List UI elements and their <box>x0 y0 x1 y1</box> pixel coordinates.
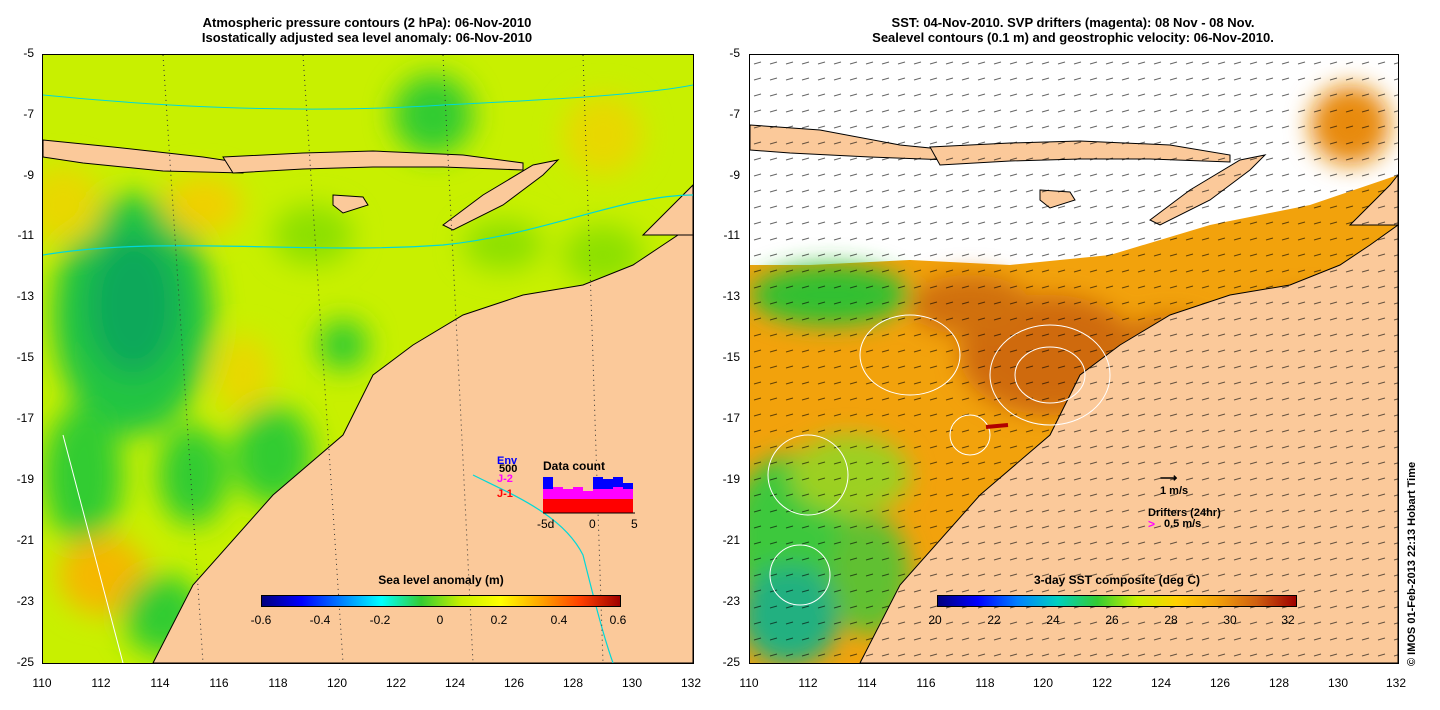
left-xtick: 124 <box>444 676 466 690</box>
sea-level-anomaly-map: Env 500 J-2 J-1 Data count <box>42 54 694 664</box>
right-ytick: -11 <box>723 228 740 242</box>
right-xtick: 118 <box>975 676 995 690</box>
left-xtick: 128 <box>562 676 584 690</box>
sla-cb-tick-4: 0.2 <box>490 613 508 627</box>
right-xtick: 120 <box>1032 676 1054 690</box>
right-ytick: -21 <box>722 533 740 547</box>
data-count-inset: Env 500 J-2 J-1 Data count <box>493 455 653 535</box>
vector-scale-label: 1 m/s <box>1160 485 1189 497</box>
left-xtick: 110 <box>32 676 52 690</box>
data-count-bars <box>543 477 635 514</box>
sla-cb-tick-6: 0.6 <box>609 613 627 627</box>
left-xtick: 130 <box>621 676 643 690</box>
right-ytick: -25 <box>722 655 740 669</box>
drifter-symbol-icon: > <box>1148 517 1156 531</box>
right-ytick: -19 <box>722 472 740 486</box>
left-ytick: -19 <box>16 472 34 486</box>
sla-cb-tick-0: -0.6 <box>250 613 272 627</box>
right-title-line2: Sealevel contours (0.1 m) and geostrophi… <box>872 30 1274 45</box>
left-xtick: 116 <box>209 676 229 690</box>
sst-cb-tick-0: 20 <box>928 613 942 627</box>
right-xtick: 114 <box>857 676 877 690</box>
vector-scale-arrow: ⟶ <box>1160 471 1178 485</box>
inset-title: Data count <box>543 459 606 473</box>
left-title-line1: Atmospheric pressure contours (2 hPa): 0… <box>202 15 532 30</box>
sla-cb-tick-5: 0.4 <box>550 613 568 627</box>
sst-cb-tick-4: 28 <box>1164 613 1178 627</box>
right-ytick: -5 <box>729 46 740 60</box>
sla-cb-tick-1: -0.4 <box>309 613 331 627</box>
sla-cb-tick-2: -0.2 <box>369 613 391 627</box>
sst-cb-tick-2: 24 <box>1046 613 1060 627</box>
inset-xtick-1: 0 <box>589 517 596 531</box>
left-xtick: 118 <box>268 676 288 690</box>
java-land <box>43 139 244 174</box>
sumbawa-flores-land <box>222 150 524 174</box>
right-title-line1: SST: 04-Nov-2010. SVP drifters (magenta)… <box>891 15 1255 30</box>
drifter-track <box>985 423 1009 429</box>
drifters-label: Drifters (24hr) <box>1148 507 1221 519</box>
sumba-land <box>332 194 369 214</box>
sst-colorbar <box>937 595 1297 607</box>
right-xtick: 132 <box>1385 676 1407 690</box>
left-xtick: 132 <box>680 676 702 690</box>
legend-j1: J-1 <box>497 488 513 500</box>
right-xtick: 124 <box>1150 676 1172 690</box>
sst-map: ⟶ 1 m/s Drifters (24hr) > 0.5 m/s 3-day … <box>749 54 1399 664</box>
imos-credit: © IMOS 01-Feb-2013 22:13 Hobart Time <box>1406 461 1418 666</box>
right-xtick: 126 <box>1209 676 1231 690</box>
left-xtick: 122 <box>385 676 407 690</box>
inset-xtick-2: 5 <box>631 517 638 531</box>
right-ytick: -15 <box>722 350 740 364</box>
sst-cb-tick-5: 30 <box>1223 613 1237 627</box>
left-title: Atmospheric pressure contours (2 hPa): 0… <box>42 15 692 45</box>
sla-colorbar-title: Sea level anomaly (m) <box>378 573 504 587</box>
left-title-line2: Isostatically adjusted sea level anomaly… <box>201 30 533 45</box>
left-ytick: -11 <box>17 228 34 242</box>
right-xtick: 128 <box>1268 676 1290 690</box>
right-ytick: -23 <box>722 594 740 608</box>
legend-j2: J-2 <box>497 473 513 485</box>
sst-cb-tick-3: 26 <box>1105 613 1119 627</box>
sst-map-svg <box>750 55 1398 663</box>
right-xtick: 110 <box>739 676 759 690</box>
tanimbar-land <box>641 184 693 236</box>
left-ytick: -15 <box>16 350 34 364</box>
right-ytick: -9 <box>729 168 740 182</box>
legend-count: 500 <box>499 463 518 475</box>
right-ytick: -7 <box>729 107 740 121</box>
legend-env: Env <box>497 455 518 467</box>
right-xtick: 112 <box>798 676 818 690</box>
left-xtick: 126 <box>503 676 525 690</box>
left-ytick: -9 <box>23 168 34 182</box>
right-xtick: 122 <box>1091 676 1113 690</box>
left-xtick: 114 <box>150 676 170 690</box>
left-ytick: -25 <box>16 655 34 669</box>
sst-cb-tick-1: 22 <box>987 613 1001 627</box>
right-xtick: 130 <box>1327 676 1349 690</box>
sla-colorbar <box>261 595 621 607</box>
sst-colorbar-title: 3-day SST composite (deg C) <box>1033 573 1201 587</box>
left-xtick: 112 <box>91 676 111 690</box>
right-title: SST: 04-Nov-2010. SVP drifters (magenta)… <box>749 15 1397 45</box>
inset-xtick-0: -5d <box>537 517 555 531</box>
right-ytick: -13 <box>722 289 740 303</box>
left-ytick: -21 <box>16 533 34 547</box>
drifters-speed: 0.5 m/s <box>1164 518 1202 530</box>
timor-land <box>442 159 560 231</box>
right-xtick: 116 <box>916 676 936 690</box>
left-ytick: -23 <box>16 594 34 608</box>
left-ytick: -5 <box>23 46 34 60</box>
right-ytick: -17 <box>722 411 740 425</box>
left-ytick: -13 <box>16 289 34 303</box>
sla-cb-tick-3: 0 <box>436 613 444 627</box>
sla-map-svg <box>43 55 693 663</box>
left-xtick: 120 <box>326 676 348 690</box>
left-ytick: -17 <box>16 411 34 425</box>
sst-cb-tick-6: 32 <box>1281 613 1295 627</box>
left-ytick: -7 <box>23 107 34 121</box>
